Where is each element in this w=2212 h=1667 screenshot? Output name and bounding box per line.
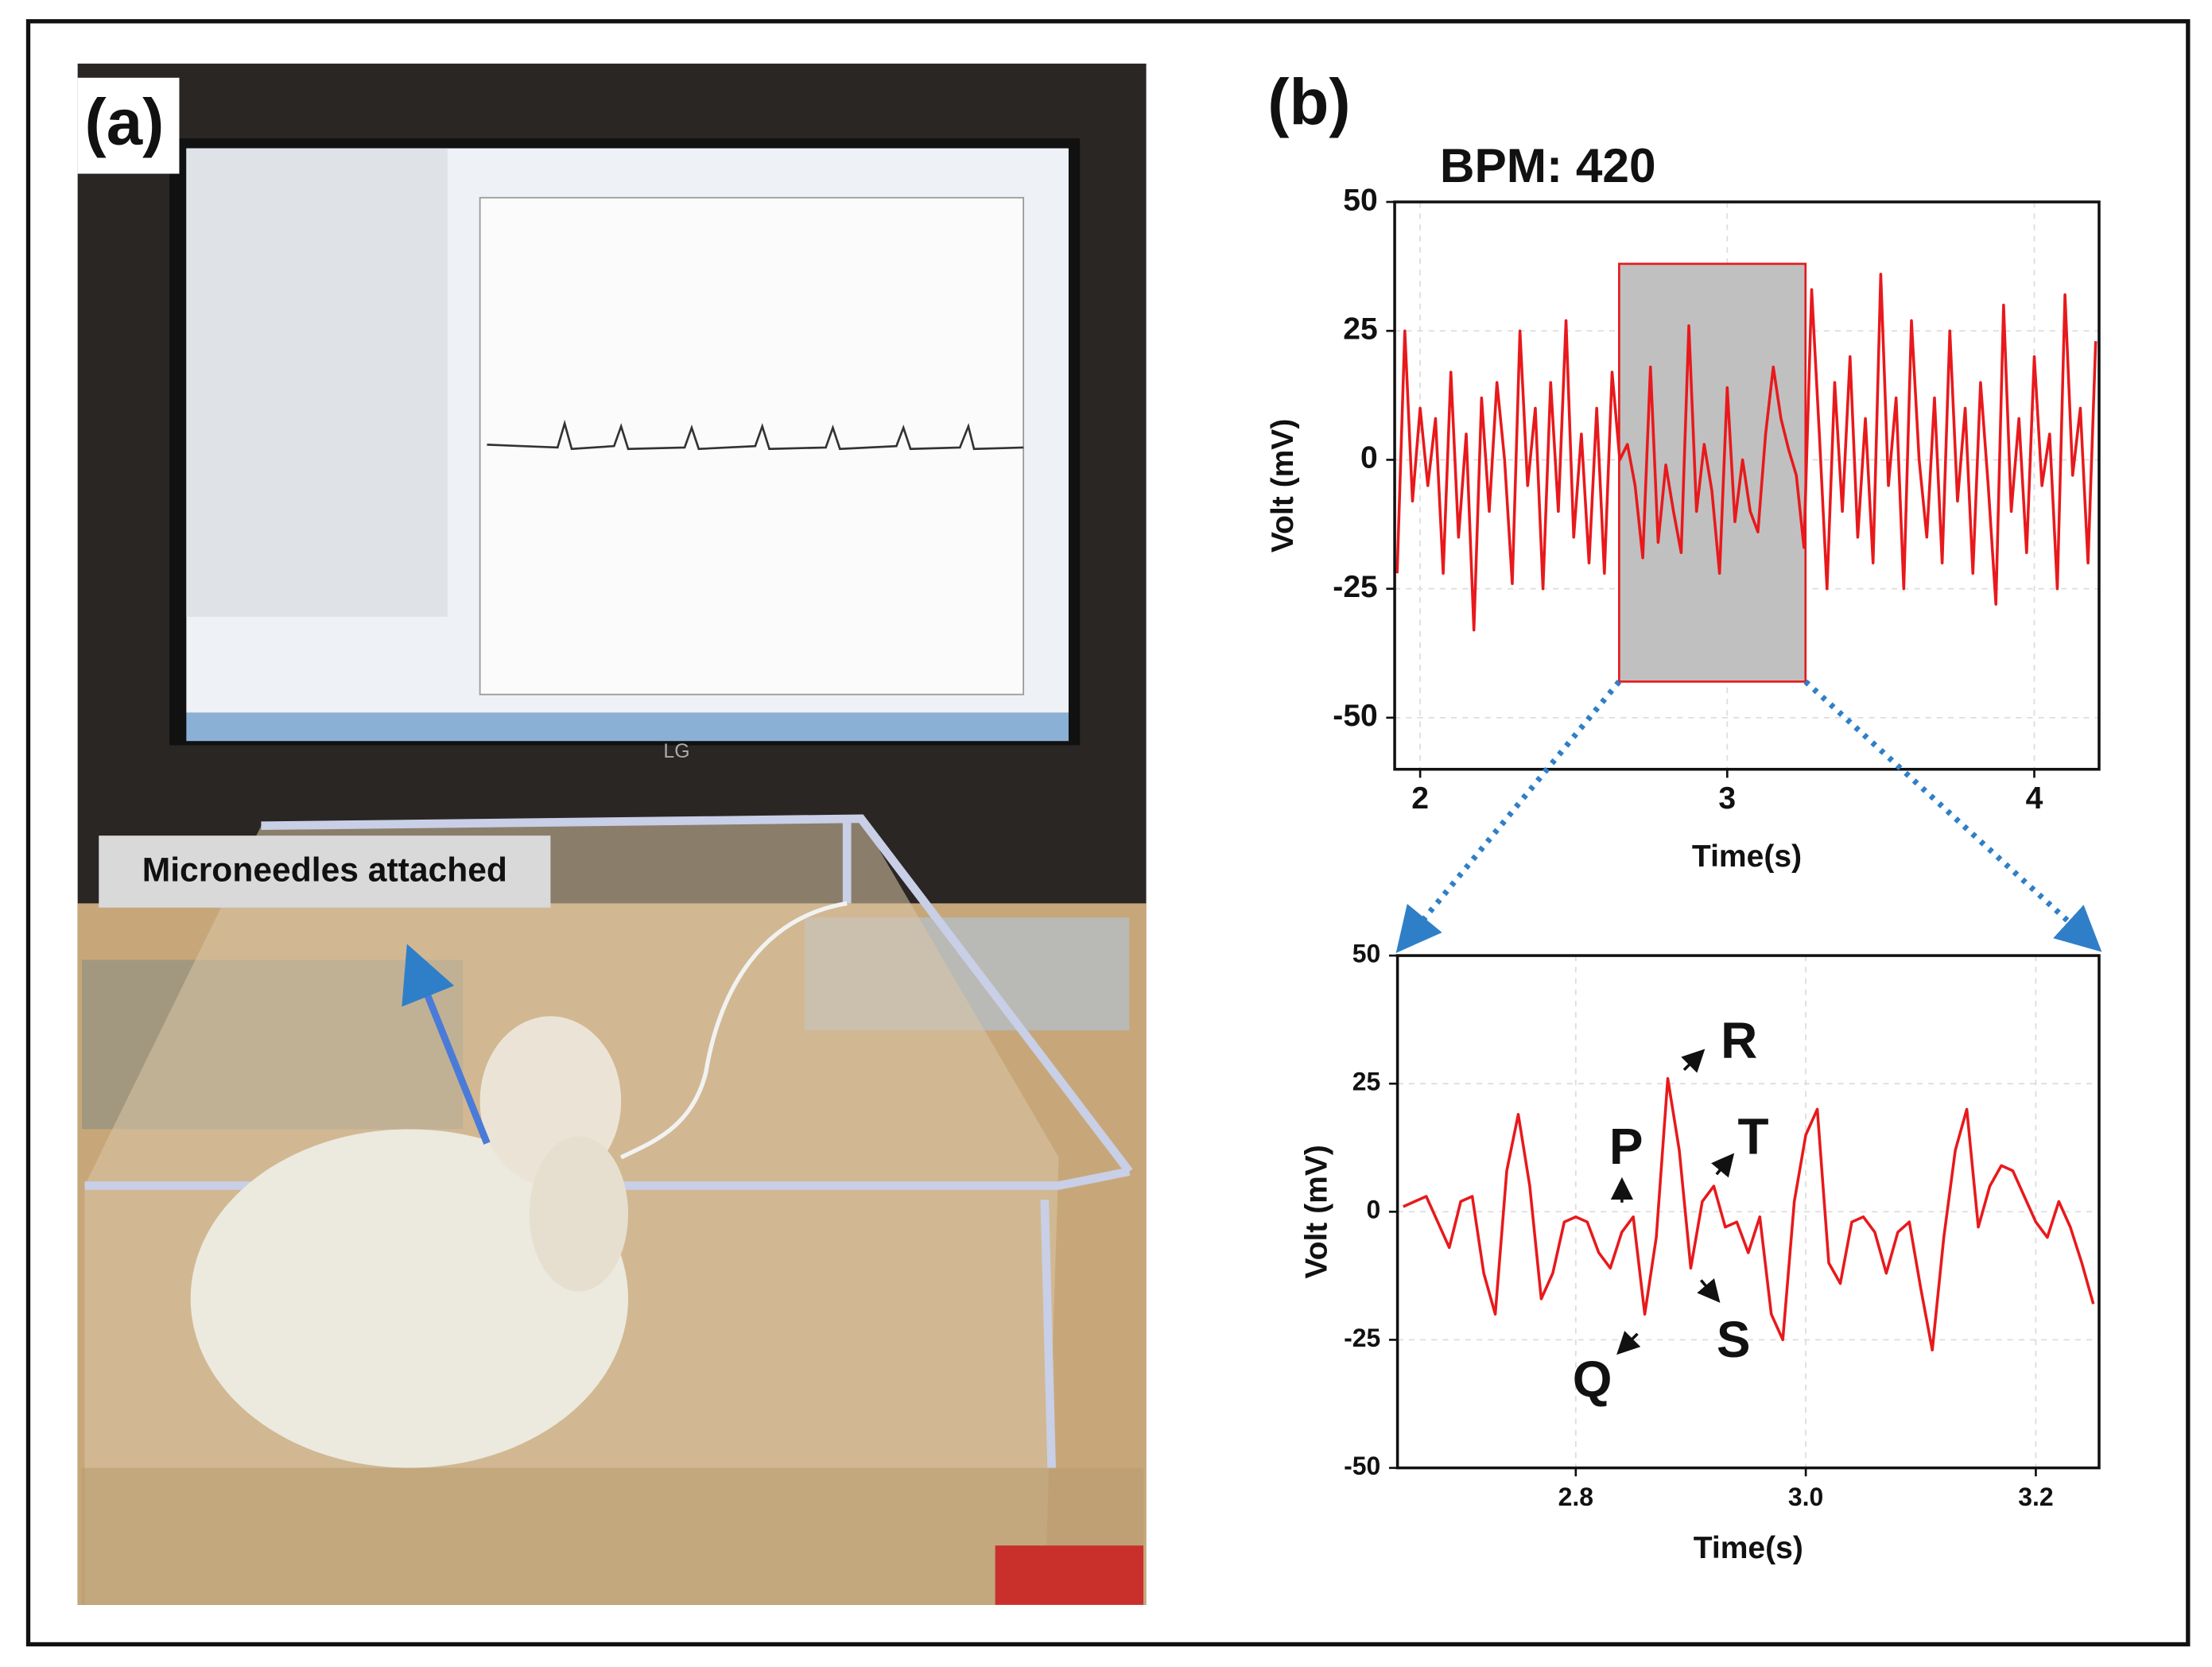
y-tick-label: -25 <box>1333 570 1377 604</box>
y-tick-label: -50 <box>1333 699 1377 733</box>
wave-annotations: P Q R S T <box>1573 1012 1769 1408</box>
annotation: P <box>1609 1118 1643 1175</box>
annotation: Microneedles attached <box>142 851 507 890</box>
y-tick-label: 0 <box>1360 441 1378 475</box>
y-tick-label: 0 <box>1367 1196 1381 1224</box>
x-axis-label: Time(s) <box>1694 1531 1803 1565</box>
y-tick-label: 25 <box>1352 1068 1381 1096</box>
line-series <box>1395 273 2098 632</box>
y-tick-label: 25 <box>1343 312 1377 347</box>
x-tick-label: 2 <box>1411 781 1429 816</box>
annotation: T <box>1737 1108 1768 1165</box>
annotation-box <box>99 835 551 908</box>
plot-frame <box>1393 200 2101 771</box>
y-axis-label: Volt (mV) <box>1300 1145 1334 1278</box>
label-bg <box>77 77 180 174</box>
zoom-connector <box>1803 679 2102 952</box>
y-tick-label: -50 <box>1344 1452 1380 1480</box>
y-axis-label: Volt (mV) <box>1266 419 1300 552</box>
annotation: Q <box>1573 1351 1612 1408</box>
y-tick-label: -25 <box>1344 1324 1380 1352</box>
zoom-connector <box>1395 680 1622 953</box>
annotation: R <box>1721 1012 1757 1069</box>
chart-title: BPM: 420 <box>1440 138 1656 192</box>
highlight-region <box>1618 262 1807 683</box>
annotation: S <box>1717 1311 1751 1368</box>
x-axis-label: Time(s) <box>1692 839 1802 874</box>
photo: LG <box>77 64 1147 1605</box>
line-series <box>1403 1076 2095 1352</box>
svg-text:LG: LG <box>663 741 689 762</box>
y-tick-label: 50 <box>1343 183 1377 217</box>
x-tick-label: 2.8 <box>1558 1483 1593 1511</box>
plot-frame <box>1395 954 2101 1470</box>
x-tick-label: 4 <box>2026 781 2043 816</box>
x-tick-label: 3.2 <box>2018 1483 2053 1511</box>
panel-label: (b) <box>1267 67 1350 139</box>
x-tick-label: 3.0 <box>1788 1483 1823 1511</box>
y-tick-label: 50 <box>1352 940 1381 968</box>
x-tick-label: 3 <box>1718 781 1736 816</box>
panel-label: (a) <box>85 87 165 159</box>
